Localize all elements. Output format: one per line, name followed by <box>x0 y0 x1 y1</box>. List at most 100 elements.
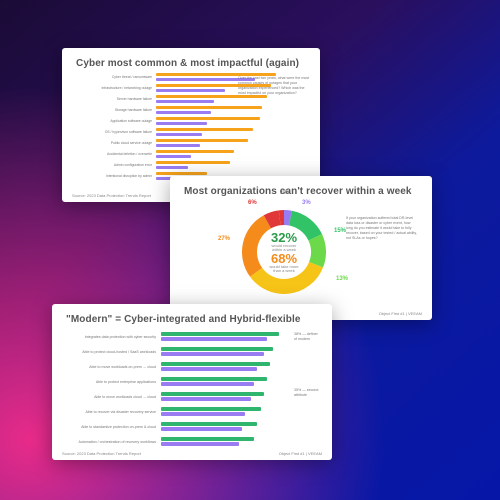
bar-row-label: Public cloud service outage <box>74 141 156 145</box>
bar-row: Able to protect enterprise applications <box>64 375 322 389</box>
bar-series2 <box>156 166 188 169</box>
bar-row-label: Infrastructure / networking outage <box>74 86 156 90</box>
donut-chart: 32%would recoverwithin a week68%would ta… <box>238 206 330 298</box>
bar-series2 <box>161 367 257 371</box>
donut-pct-label: 6% <box>248 200 257 206</box>
slide1-question-text: Over the past two years, what were the m… <box>238 76 310 96</box>
slide3-footer-brand: Object First #1 | VEEAM <box>279 451 322 456</box>
bar-series2 <box>161 382 254 386</box>
bar-row: OS / hypervisor software failure <box>74 127 310 137</box>
bar-row-label: Able to move workloads on-prem ↔ cloud <box>64 365 161 369</box>
donut-center: 32%would recoverwithin a week68%would ta… <box>238 206 330 298</box>
bar-series2 <box>161 337 267 341</box>
bar-row: Application software outage <box>74 116 310 126</box>
slide3-title: "Modern" = Cyber-integrated and Hybrid-f… <box>66 314 320 325</box>
slide2-title: Most organizations can't recover within … <box>184 186 420 197</box>
bar-row-label: Storage hardware failure <box>74 108 156 112</box>
bar-set <box>156 117 310 125</box>
bar-series2 <box>161 427 242 431</box>
bar-row-label: Able to protect cloud-hosted / SaaS work… <box>64 350 161 354</box>
slide2-footer-brand: Object First #1 | VEEAM <box>379 311 422 316</box>
bar-series2 <box>161 442 239 446</box>
bar-series1 <box>156 117 260 120</box>
bar-series1 <box>161 347 273 351</box>
slide3-bars: Integrates data protection with cyber se… <box>64 330 322 450</box>
bar-series2 <box>161 412 245 416</box>
bar-set <box>156 95 310 103</box>
bar-row: Automation / orchestration of recovery w… <box>64 435 322 449</box>
bar-row: Storage hardware failure <box>74 105 310 115</box>
bar-set <box>161 422 322 433</box>
bar-series2 <box>156 100 214 103</box>
bar-row-label: Cyber threat / ransomware <box>74 75 156 79</box>
bar-row-label: Admin configuration error <box>74 163 156 167</box>
bar-row-label: Server hardware failure <box>74 97 156 101</box>
bar-series2 <box>161 352 264 356</box>
bar-series2 <box>156 155 191 158</box>
slide-modern: "Modern" = Cyber-integrated and Hybrid-f… <box>52 304 332 460</box>
bar-series1 <box>156 128 253 131</box>
bar-set <box>156 128 310 136</box>
donut-pct-label: 27% <box>218 236 230 242</box>
bar-series1 <box>156 106 262 109</box>
slide3-footer-source: Source: 2023 Data Protection Trends Repo… <box>62 451 141 456</box>
bar-series1 <box>161 437 254 441</box>
bar-set <box>161 377 322 388</box>
slide1-title: Cyber most common & most impactful (agai… <box>76 58 308 69</box>
bar-series1 <box>156 150 234 153</box>
slide-recover-week: Most organizations can't recover within … <box>170 176 432 320</box>
bar-row: Integrates data protection with cyber se… <box>64 330 322 344</box>
slide3-side-top: 38% — definer of modern <box>294 332 320 342</box>
bar-row-label: Able to recover via disaster recovery se… <box>64 410 161 414</box>
bar-row-label: Automation / orchestration of recovery w… <box>64 440 161 444</box>
bar-series1 <box>156 161 230 164</box>
donut-center-line: than a week <box>273 269 295 273</box>
bar-series1 <box>161 377 267 381</box>
bar-row-label: Able to move workloads cloud ↔ cloud <box>64 395 161 399</box>
bar-series1 <box>161 422 257 426</box>
bar-row: Able to standardize protection on-prem &… <box>64 420 322 434</box>
bar-row-label: OS / hypervisor software failure <box>74 130 156 134</box>
bar-row-label: Accidental deletion / overwrite <box>74 152 156 156</box>
bar-set <box>156 106 310 114</box>
donut-pct-label: 15% <box>334 228 346 234</box>
bar-row: Public cloud service outage <box>74 138 310 148</box>
bar-row: Able to recover via disaster recovery se… <box>64 405 322 419</box>
bar-series1 <box>161 407 261 411</box>
slide1-footer-source: Source: 2023 Data Protection Trends Repo… <box>72 193 151 198</box>
bar-series2 <box>161 397 251 401</box>
bar-set <box>161 362 322 373</box>
bar-set <box>156 139 310 147</box>
bar-set <box>161 437 322 448</box>
bar-row-label: Intentional disruption by admin <box>74 174 156 178</box>
bar-series2 <box>156 144 200 147</box>
bar-set <box>156 161 310 169</box>
bar-set <box>161 407 322 418</box>
bar-row-label: Application software outage <box>74 119 156 123</box>
bar-series1 <box>161 392 264 396</box>
bar-series2 <box>156 122 207 125</box>
bar-row: Able to move workloads cloud ↔ cloud <box>64 390 322 404</box>
bar-row: Accidental deletion / overwrite <box>74 149 310 159</box>
bar-row: Able to protect cloud-hosted / SaaS work… <box>64 345 322 359</box>
donut-pct-label: 13% <box>336 276 348 282</box>
bar-set <box>161 347 322 358</box>
bar-series1 <box>161 362 270 366</box>
slide3-side-bottom: 35% — second attribute <box>294 388 320 398</box>
bar-series1 <box>156 172 207 175</box>
bar-series2 <box>156 89 225 92</box>
bar-series1 <box>156 139 248 142</box>
bar-row: Able to move workloads on-prem ↔ cloud <box>64 360 322 374</box>
bar-row-label: Able to protect enterprise applications <box>64 380 161 384</box>
bar-series2 <box>156 111 211 114</box>
bar-row-label: Integrates data protection with cyber se… <box>64 335 161 339</box>
bar-series1 <box>161 332 279 336</box>
donut-pct-label: 1% <box>280 190 289 196</box>
bar-row: Admin configuration error <box>74 160 310 170</box>
bar-series2 <box>156 133 202 136</box>
bar-row-label: Able to standardize protection on-prem &… <box>64 425 161 429</box>
bar-set <box>156 150 310 158</box>
donut-pct-label: 3% <box>302 200 311 206</box>
stage: Cyber most common & most impactful (agai… <box>0 0 500 500</box>
slide2-question-text: If your organization suffered total DR-l… <box>346 216 418 241</box>
